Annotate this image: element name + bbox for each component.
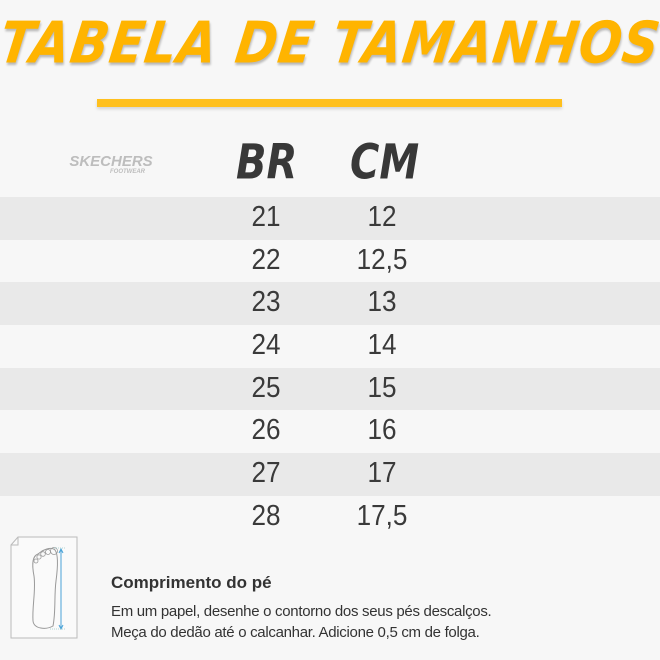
table-row: 25 15	[0, 367, 660, 411]
cm-cell: 17	[367, 457, 397, 490]
table-row: 26 16	[0, 410, 660, 453]
br-cell: 25	[251, 371, 281, 404]
brand-logo: SKECHERS FOOTWEAR	[55, 153, 167, 175]
cm-cell: 17,5	[356, 499, 408, 532]
cm-cell: 15	[367, 371, 397, 404]
br-cell: 26	[251, 414, 281, 447]
br-cell: 22	[251, 243, 281, 276]
brand-sub: FOOTWEAR	[110, 169, 145, 175]
table-row: 23 13	[0, 282, 660, 326]
table-row: 27 17	[0, 453, 660, 496]
info-title: Comprimento do pé	[111, 573, 272, 592]
table-row: 21 12	[0, 197, 660, 240]
br-cell: 28	[251, 499, 281, 532]
table-row: 22 12,5	[0, 240, 660, 283]
page-title: TABELA DE TAMANHOS	[0, 9, 660, 77]
br-cell: 24	[251, 329, 281, 362]
cm-cell: 16	[367, 414, 397, 447]
cm-cell: 12,5	[356, 243, 408, 276]
cm-cell: 12	[367, 201, 397, 233]
cm-cell: 14	[367, 329, 397, 362]
title-underline	[97, 99, 562, 107]
table-row: 24 14	[0, 325, 660, 368]
info-line-2: Meça do dedão até o calcanhar. Adicione …	[111, 624, 480, 641]
size-table: 21 12 22 12,5 23 13 24 14 25 15 26 16 27 17 28 1…	[0, 197, 660, 539]
header-cm: CM	[350, 135, 420, 191]
br-cell: 27	[251, 457, 281, 490]
header-br: BR	[236, 135, 298, 191]
info-line-1: Em um papel, desenhe o contorno dos seus…	[111, 603, 492, 620]
foot-measure-icon	[10, 536, 78, 639]
table-row: 28 17,5	[0, 496, 660, 539]
br-cell: 21	[251, 201, 281, 233]
info-text: Em um papel, desenhe o contorno dos seus…	[111, 601, 492, 643]
brand-name: SKECHERS	[69, 153, 153, 170]
cm-cell: 13	[367, 286, 397, 319]
br-cell: 23	[251, 286, 281, 319]
